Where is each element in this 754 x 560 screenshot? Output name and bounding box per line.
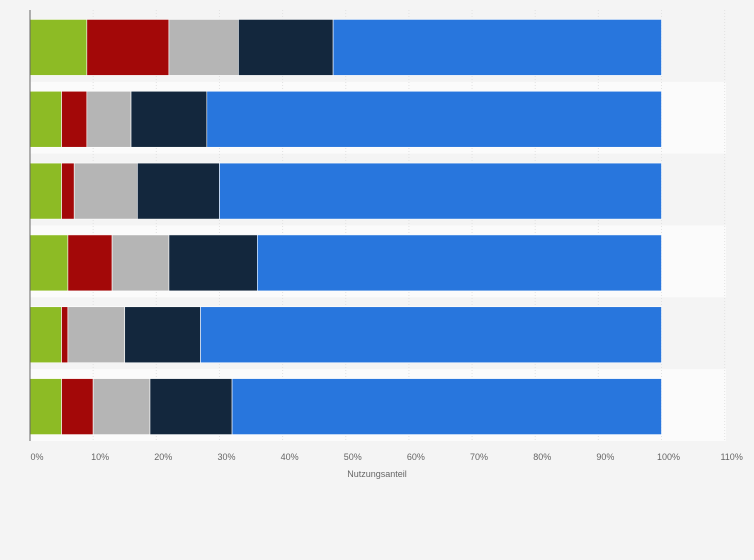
x-tick-label: 30% [217, 452, 235, 462]
bar-segment-row5-series2 [61, 306, 69, 364]
bar-segment-row4-series1 [29, 234, 69, 292]
bar-segment-row6-series5 [231, 378, 662, 435]
bar-segment-row3-series3 [73, 162, 138, 220]
x-tick-label: 70% [470, 452, 488, 462]
x-tick-label: 60% [407, 452, 425, 462]
x-tick-label: 40% [281, 452, 299, 462]
bar-segment-row5-series3 [67, 306, 126, 364]
x-tick-label: 100% [657, 452, 680, 462]
bar-segment-row2-series3 [86, 90, 132, 148]
x-tick-labels: 0% 10% 20% 30% 40% 50% 60% 70% 80% 90% 100% 110% [30, 452, 742, 462]
x-tick-label: 90% [596, 452, 614, 462]
bar-segment-row5-series5 [200, 306, 662, 364]
x-tick-label: 50% [344, 452, 362, 462]
bar-segment-row4-series2 [67, 234, 113, 292]
bar-segment-row6-series4 [149, 378, 233, 435]
bar-segment-row6-series2 [61, 378, 94, 435]
bar-segment-row4-series4 [168, 234, 258, 292]
x-tick-label: 80% [533, 452, 551, 462]
bar-segment-row5-series1 [29, 306, 62, 364]
bar-segment-row1-series4 [238, 19, 334, 76]
x-tick-label: 110% [720, 452, 742, 462]
bar-segment-row3-series5 [219, 162, 662, 220]
x-axis-title: Nutzungsanteil [347, 469, 407, 479]
bar-segment-row3-series4 [137, 162, 220, 220]
bars [29, 19, 662, 435]
x-tick-label: 20% [154, 452, 172, 462]
bar-segment-row2-series1 [29, 90, 62, 148]
bar-segment-row4-series5 [257, 234, 662, 292]
bar-segment-row2-series5 [206, 90, 662, 148]
bar-segment-row3-series1 [29, 162, 62, 220]
x-tick-label: 0% [30, 452, 43, 462]
bar-segment-row3-series2 [61, 162, 75, 220]
bar-segment-row4-series3 [111, 234, 170, 292]
bar-segment-row2-series4 [130, 90, 208, 148]
bar-segment-row2-series2 [61, 90, 88, 148]
bar-segment-row5-series4 [124, 306, 201, 364]
bar-segment-row1-series3 [168, 19, 239, 76]
bar-segment-row1-series2 [86, 19, 170, 76]
bar-segment-row1-series1 [29, 19, 88, 76]
x-tick-label: 10% [91, 452, 109, 462]
bar-segment-row6-series3 [92, 378, 151, 435]
bar-segment-row1-series5 [332, 19, 662, 76]
bar-segment-row6-series1 [29, 378, 62, 435]
